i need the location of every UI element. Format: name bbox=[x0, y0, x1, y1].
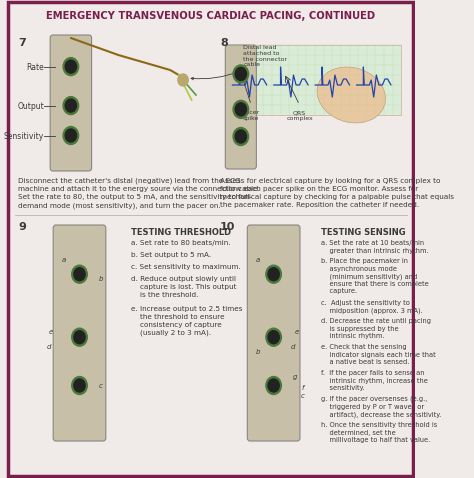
Circle shape bbox=[74, 379, 85, 392]
Text: Sensitivity: Sensitivity bbox=[4, 132, 44, 141]
Circle shape bbox=[63, 127, 79, 144]
Text: e: e bbox=[49, 329, 53, 335]
Text: TESTING THRESHOLD: TESTING THRESHOLD bbox=[131, 228, 231, 237]
Text: e. Check that the sensing
    indicator signals each time that
    a native beat: e. Check that the sensing indicator sign… bbox=[321, 344, 436, 365]
Circle shape bbox=[235, 130, 246, 143]
Bar bbox=[229, 45, 401, 115]
Text: c: c bbox=[301, 392, 305, 399]
Circle shape bbox=[266, 377, 282, 394]
Circle shape bbox=[72, 328, 87, 346]
Circle shape bbox=[178, 74, 188, 86]
Circle shape bbox=[233, 128, 249, 145]
Text: Disconnect the catheter's distal (negative) lead from the ECG
machine and attach: Disconnect the catheter's distal (negati… bbox=[18, 178, 260, 209]
Circle shape bbox=[74, 268, 85, 281]
Circle shape bbox=[268, 268, 279, 281]
Circle shape bbox=[233, 65, 249, 83]
Text: Distal lead
attached to
the connector
cable: Distal lead attached to the connector ca… bbox=[191, 45, 288, 80]
Circle shape bbox=[72, 265, 87, 283]
Text: EMERGENCY TRANSVENOUS CARDIAC PACING, CONTINUED: EMERGENCY TRANSVENOUS CARDIAC PACING, CO… bbox=[46, 11, 375, 21]
Circle shape bbox=[65, 60, 76, 73]
Text: c: c bbox=[99, 382, 103, 389]
Text: TESTING SENSING: TESTING SENSING bbox=[321, 228, 406, 237]
Circle shape bbox=[233, 100, 249, 119]
Circle shape bbox=[266, 265, 282, 283]
Circle shape bbox=[266, 328, 282, 346]
Text: g. If the pacer oversenses (e.g.,
    triggered by P or T waves or
    artifact): g. If the pacer oversenses (e.g., trigge… bbox=[321, 396, 441, 418]
Text: h. Once the sensitivity threshold is
    determined, set the
    millivoltage to: h. Once the sensitivity threshold is det… bbox=[321, 422, 438, 443]
Text: a. Set the rate at 10 beats/min
    greater than intrinsic rhythm.: a. Set the rate at 10 beats/min greater … bbox=[321, 240, 428, 253]
Text: a: a bbox=[62, 257, 66, 263]
Text: d. Decrease the rate until pacing
    is suppressed by the
    intrinsic rhythm.: d. Decrease the rate until pacing is sup… bbox=[321, 318, 431, 339]
Circle shape bbox=[63, 58, 79, 76]
Text: b. Set output to 5 mA.: b. Set output to 5 mA. bbox=[131, 252, 211, 258]
Circle shape bbox=[268, 379, 279, 392]
Text: f.  If the pacer fails to sense an
    intrinsic rhythm, increase the
    sensit: f. If the pacer fails to sense an intrin… bbox=[321, 370, 428, 391]
Text: c. Set sensitivity to maximum.: c. Set sensitivity to maximum. bbox=[131, 264, 241, 270]
FancyBboxPatch shape bbox=[247, 225, 300, 441]
Text: 8: 8 bbox=[220, 38, 228, 48]
FancyBboxPatch shape bbox=[50, 35, 91, 171]
Circle shape bbox=[268, 331, 279, 344]
Text: a: a bbox=[256, 257, 260, 263]
Text: b: b bbox=[99, 276, 103, 282]
Circle shape bbox=[65, 99, 76, 112]
Circle shape bbox=[72, 377, 87, 394]
Text: 9: 9 bbox=[18, 222, 26, 232]
Circle shape bbox=[63, 97, 79, 115]
Circle shape bbox=[235, 67, 246, 80]
Text: b: b bbox=[256, 349, 260, 355]
Text: Pacer
spike: Pacer spike bbox=[243, 110, 260, 121]
Text: 7: 7 bbox=[18, 38, 26, 48]
Text: b. Place the pacemaker in
    asynchronous mode
    (minimum sensitivity) and
  : b. Place the pacemaker in asynchronous m… bbox=[321, 258, 429, 294]
Ellipse shape bbox=[317, 67, 385, 123]
Text: Rate: Rate bbox=[27, 63, 44, 72]
FancyBboxPatch shape bbox=[225, 45, 256, 169]
Text: g: g bbox=[293, 374, 298, 380]
FancyBboxPatch shape bbox=[53, 225, 106, 441]
Circle shape bbox=[65, 129, 76, 142]
Text: f: f bbox=[302, 384, 304, 391]
Circle shape bbox=[235, 103, 246, 116]
Text: d: d bbox=[291, 344, 295, 350]
Text: d: d bbox=[47, 344, 52, 350]
Text: QRS
complex: QRS complex bbox=[286, 110, 313, 121]
Text: Assess for electrical capture by looking for a QRS complex to
follow each pacer : Assess for electrical capture by looking… bbox=[220, 178, 454, 208]
Text: Output: Output bbox=[18, 102, 44, 111]
Circle shape bbox=[74, 331, 85, 344]
Text: a. Set rate to 80 beats/min.: a. Set rate to 80 beats/min. bbox=[131, 240, 231, 246]
Text: d. Reduce output slowly until
    capture is lost. This output
    is the thresh: d. Reduce output slowly until capture is… bbox=[131, 276, 237, 298]
Text: 10: 10 bbox=[220, 222, 236, 232]
Text: e: e bbox=[295, 329, 299, 335]
Text: c.  Adjust the sensitivity to
    midposition (approx. 3 mA).: c. Adjust the sensitivity to midposition… bbox=[321, 300, 423, 314]
Text: e. Increase output to 2.5 times
    the threshold to ensure
    consistency of c: e. Increase output to 2.5 times the thre… bbox=[131, 306, 243, 337]
